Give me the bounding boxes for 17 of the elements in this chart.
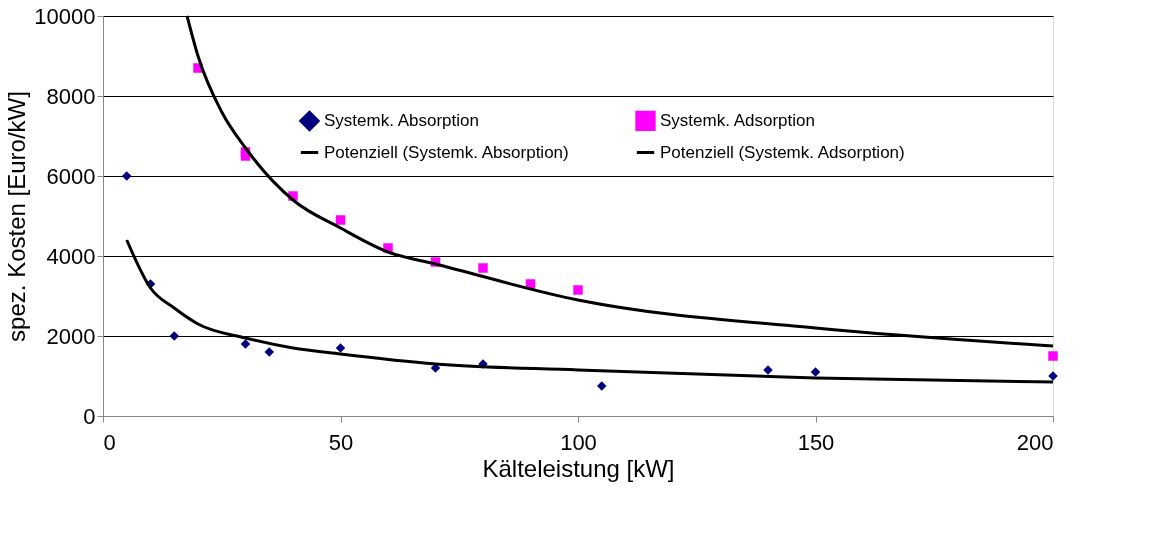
- x-tick-label: 0: [103, 429, 116, 455]
- x-tick-label: 100: [560, 429, 597, 455]
- y-tick-label: 10000: [34, 3, 96, 29]
- x-axis-title: Kälteleistung [kW]: [482, 454, 675, 482]
- y-tick-label: 6000: [46, 163, 96, 189]
- legend-label: Systemk. Absorption: [324, 110, 479, 130]
- y-axis-title: spez. Kosten [Euro/kW]: [3, 91, 31, 342]
- x-tick-label: 200: [1016, 429, 1054, 455]
- legend-label: Potenziell (Systemk. Adsorption): [660, 142, 905, 162]
- legend-label: Potenziell (Systemk. Absorption): [324, 142, 569, 162]
- y-tick-label: 4000: [46, 243, 96, 269]
- x-tick-label: 50: [328, 429, 354, 455]
- y-tick-label: 0: [83, 403, 96, 429]
- y-tick-label: 8000: [46, 83, 96, 109]
- legend-label: Systemk. Adsorption: [660, 110, 815, 130]
- x-tick-label: 150: [797, 429, 835, 455]
- y-tick-label: 2000: [46, 323, 96, 349]
